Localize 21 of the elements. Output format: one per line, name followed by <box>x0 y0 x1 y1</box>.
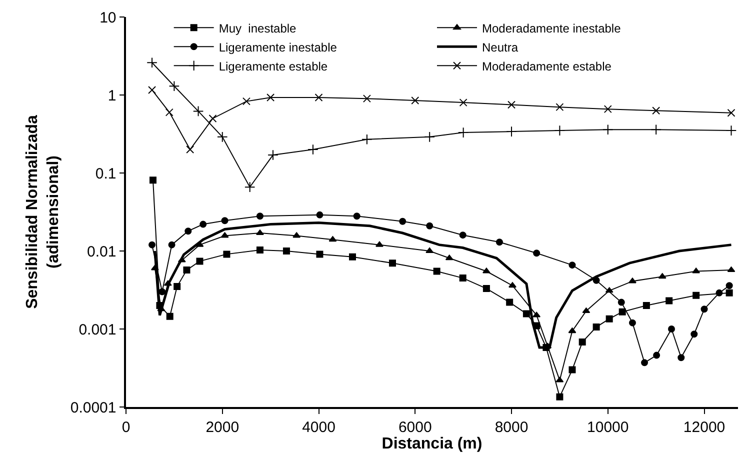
y-tick-label: 0.0001 <box>70 399 116 416</box>
legend-label: Ligeramente inestable <box>218 40 338 54</box>
x-tick-label: 4000 <box>302 418 336 436</box>
x-axis-title: Distancia (m) <box>382 436 482 453</box>
y-tick-label: 10 <box>100 9 116 26</box>
x-tick-label: 2000 <box>206 418 240 436</box>
legend-label: Neutra <box>482 40 518 54</box>
legend-label: Ligeramente estable <box>218 59 328 74</box>
legend-label: Moderadamente estable <box>482 59 612 74</box>
x-tick-label: 10000 <box>587 418 629 436</box>
y-axis-title: Sensibilidad Normalizada (adimensional) <box>24 114 62 309</box>
y-tick-label: 0.001 <box>78 321 116 338</box>
x-tick-label: 6000 <box>398 418 432 436</box>
y-tick-label: 0.1 <box>95 165 116 182</box>
y-tick-label: 1 <box>108 87 116 104</box>
x-tick-label: 12000 <box>683 418 726 436</box>
legend-label: Moderadamente inestable <box>482 21 622 36</box>
y-tick-label: 0.01 <box>87 243 116 260</box>
legend-label: Muy inestable <box>218 21 297 36</box>
x-tick-label: 0 <box>122 418 130 436</box>
x-tick-label: 8000 <box>494 418 528 436</box>
